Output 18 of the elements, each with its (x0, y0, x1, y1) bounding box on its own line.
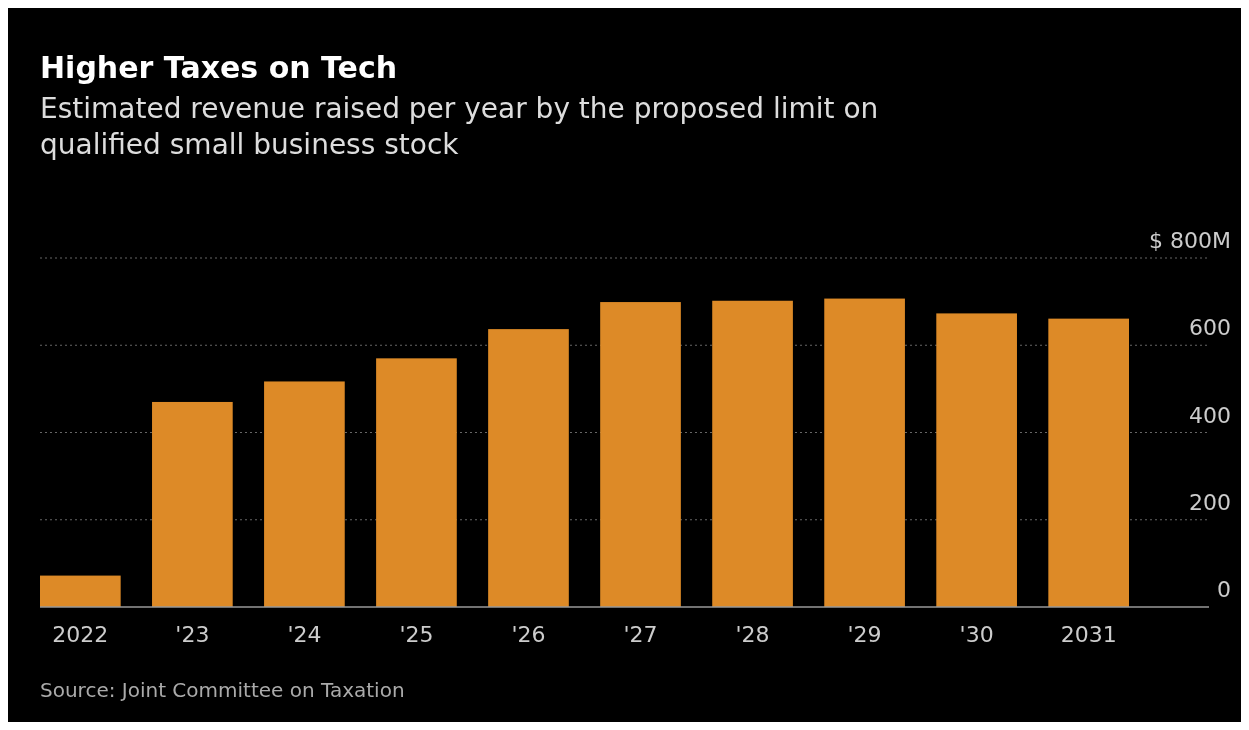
x-tick-label: '26 (511, 622, 546, 647)
y-tick-label: 200 (1189, 489, 1231, 515)
y-tick-label: 400 (1189, 402, 1231, 428)
y-tick-label: 600 (1189, 315, 1231, 341)
x-tick-label: '25 (399, 622, 434, 647)
x-tick-label: 2031 (1060, 622, 1117, 647)
x-tick-label: '30 (959, 622, 994, 647)
x-tick-label: '29 (847, 622, 882, 647)
x-tick-label: 2022 (52, 622, 109, 647)
source-note: Source: Joint Committee on Taxation (40, 678, 405, 702)
chart-title: Higher Taxes on Tech (40, 50, 398, 85)
x-tick-label: '28 (735, 622, 770, 647)
y-tick-label: 0 (1217, 577, 1231, 602)
x-tick-label: '24 (287, 622, 322, 647)
chart-subtitle: Estimated revenue raised per year by the proposed limit on qualified small business stock (40, 92, 879, 161)
x-tick-label: '27 (623, 622, 658, 647)
y-tick-label: $ 800M (1149, 228, 1231, 253)
x-tick-label: '23 (175, 622, 210, 647)
